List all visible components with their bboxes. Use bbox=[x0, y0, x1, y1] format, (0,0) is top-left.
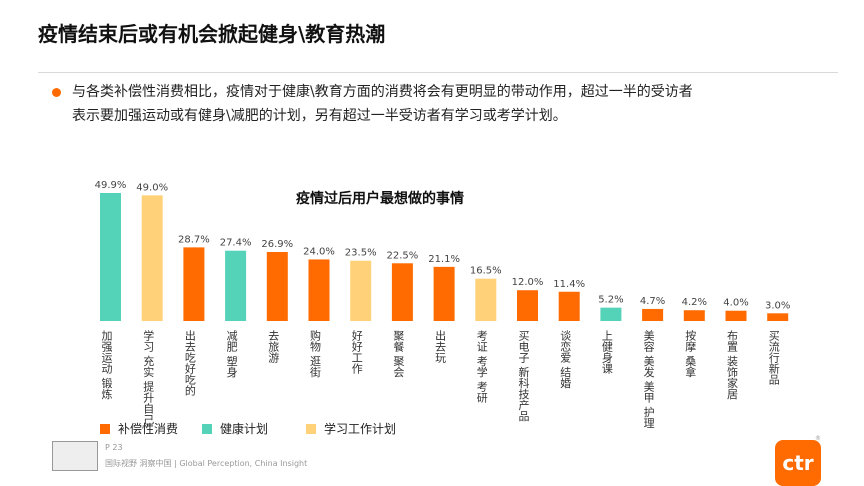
data-label-6: 23.5% bbox=[345, 248, 377, 259]
summary-text: 与各类补偿性消费相比，疫情对于健康\教育方面的消费将会有更明显的带动作用，超过一… bbox=[72, 80, 832, 128]
category-label-12: 上健身课 bbox=[600, 330, 613, 375]
registered-mark: ® bbox=[815, 435, 821, 442]
legend-swatch-study-work bbox=[306, 423, 316, 434]
bar-14 bbox=[683, 310, 705, 321]
category-label-0: 加强运动 锻炼 bbox=[100, 330, 113, 400]
bar-7 bbox=[391, 263, 413, 321]
data-label-12: 5.2% bbox=[598, 295, 623, 306]
category-label-5: 购物 逛街 bbox=[309, 329, 322, 378]
legend-item-study-work: 学习工作计划 bbox=[306, 420, 396, 437]
data-label-7: 22.5% bbox=[387, 250, 419, 261]
data-label-16: 3.0% bbox=[765, 300, 790, 311]
category-label-11: 谈恋爱 结婚 bbox=[559, 330, 572, 389]
bar-13 bbox=[642, 308, 664, 321]
ctr-logo: ctr bbox=[775, 440, 821, 486]
data-label-4: 26.9% bbox=[261, 239, 293, 250]
bar-11 bbox=[558, 291, 580, 321]
bar-3 bbox=[225, 250, 247, 321]
category-label-9: 考证 考学 考研 bbox=[475, 330, 488, 404]
legend-item-health: 健康计划 bbox=[202, 420, 268, 437]
page-number: P 23 bbox=[105, 443, 123, 452]
bar-12 bbox=[600, 307, 622, 321]
category-label-6: 好好工作 bbox=[350, 329, 363, 374]
data-label-0: 49.9% bbox=[95, 180, 127, 191]
bar-4 bbox=[266, 251, 288, 321]
summary-line-1: 与各类补偿性消费相比，疫情对于健康\教育方面的消费将会有更明显的带动作用，超过一… bbox=[72, 84, 693, 100]
legend-item-compensatory: 补偿性消费 bbox=[100, 420, 178, 437]
category-label-14: 按摩 桑拿 bbox=[684, 329, 697, 378]
data-label-11: 11.4% bbox=[553, 279, 585, 290]
data-label-10: 12.0% bbox=[512, 277, 544, 288]
category-label-8: 出去玩 bbox=[434, 329, 447, 364]
legend-swatch-health bbox=[202, 423, 212, 434]
bar-8 bbox=[433, 266, 455, 321]
category-label-7: 聚餐 聚会 bbox=[392, 330, 405, 378]
bar-10 bbox=[517, 290, 538, 321]
bar-2 bbox=[183, 247, 205, 321]
bullet-dot-icon bbox=[52, 88, 61, 97]
summary-line-2: 表示要加强运动或有健身\减肥的计划，另有超过一半受访者有学习或考学计划。 bbox=[72, 108, 567, 124]
category-label-1: 学习 充实 提升自己 bbox=[142, 329, 155, 425]
data-label-1: 49.0% bbox=[136, 182, 168, 193]
page-title: 疫情结束后或有机会掀起健身\教育热潮 bbox=[38, 22, 386, 46]
category-label-2: 出去吃好吃的 bbox=[183, 329, 196, 397]
legend-label-health: 健康计划 bbox=[220, 422, 269, 436]
bar-6 bbox=[350, 260, 372, 321]
bar-9 bbox=[475, 278, 497, 321]
data-label-9: 16.5% bbox=[470, 266, 502, 277]
chart-title: 疫情过后用户最想做的事情 bbox=[296, 191, 464, 207]
data-label-15: 4.0% bbox=[723, 298, 748, 309]
legend-swatch-compensatory bbox=[100, 423, 110, 434]
category-label-10: 买电子 新科技产品 bbox=[517, 330, 530, 422]
category-label-16: 买流行新品 bbox=[767, 330, 780, 385]
bar-0 bbox=[100, 193, 121, 321]
data-label-8: 21.1% bbox=[428, 254, 460, 265]
bar-16 bbox=[767, 313, 789, 321]
data-label-13: 4.7% bbox=[640, 296, 665, 307]
data-label-14: 4.2% bbox=[682, 297, 707, 308]
legend-label-compensatory: 补偿性消费 bbox=[118, 422, 179, 436]
bar-5 bbox=[308, 259, 330, 321]
title-divider bbox=[38, 72, 838, 73]
category-label-4: 去旅游 bbox=[267, 330, 280, 363]
data-label-2: 28.7% bbox=[178, 234, 210, 245]
certification-logo bbox=[52, 441, 98, 471]
footer-slogan: 国际视野 洞察中国 | Global Perception, China Ins… bbox=[105, 459, 308, 468]
bar-1 bbox=[141, 195, 163, 321]
category-label-15: 布置 装饰家居 bbox=[726, 330, 739, 400]
legend-label-study-work: 学习工作计划 bbox=[324, 422, 397, 436]
data-label-5: 24.0% bbox=[303, 246, 335, 257]
category-label-13: 美容 美发 美甲 护理 bbox=[642, 330, 655, 429]
data-label-3: 27.4% bbox=[220, 238, 252, 249]
category-label-3: 减肥 塑身 bbox=[225, 330, 238, 378]
bar-15 bbox=[725, 310, 747, 321]
